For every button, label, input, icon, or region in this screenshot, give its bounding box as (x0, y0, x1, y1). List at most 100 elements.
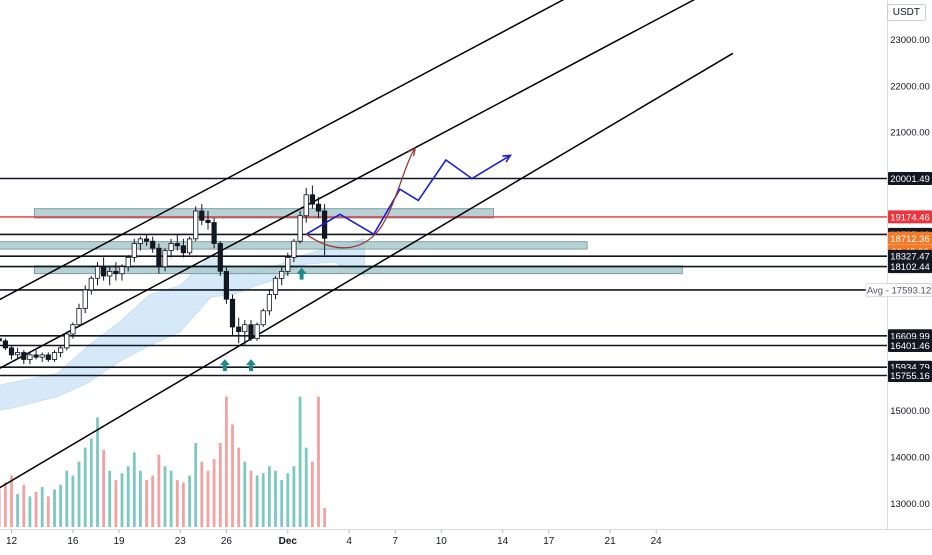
volume-bar (120, 473, 124, 527)
volume-bar (0, 489, 1, 527)
time-tick-label: 23 (175, 536, 187, 547)
candle-body (113, 270, 119, 275)
volume-bar (225, 396, 228, 527)
volume-bar (40, 487, 44, 527)
price-tick-label: 21000.00 (890, 128, 930, 139)
projection-red (305, 148, 416, 249)
volume-bar (139, 470, 142, 527)
time-tick-label: 17 (543, 536, 555, 547)
time-tick-label: 26 (221, 536, 233, 547)
candle-body (27, 354, 33, 360)
volume-bar (304, 447, 308, 527)
avg-tag-box (865, 283, 932, 298)
candle-body (125, 256, 131, 268)
volume-bar (212, 459, 216, 527)
volume-bar (175, 480, 179, 527)
volume-bar (102, 450, 105, 527)
price-tick-label: 15000.00 (890, 406, 930, 417)
time-tick-label: 4 (346, 536, 352, 547)
up-arrow-icon (245, 359, 256, 372)
price-tag-label: 15755.16 (890, 371, 930, 382)
price-tag-label: 16609.99 (890, 331, 930, 342)
candle-body (119, 266, 125, 275)
candle-body (88, 277, 94, 291)
volume-bar (163, 466, 167, 527)
candle-body (0, 338, 2, 342)
candle-body (107, 270, 113, 277)
volume-bar (77, 461, 81, 527)
price-tags: 20001.4919174.4618797.1918712.3602:48:22… (865, 172, 932, 382)
volume-bar (10, 475, 13, 527)
candle-body (33, 354, 39, 358)
candle-body (94, 266, 101, 279)
price-tag-box (888, 339, 932, 352)
candle-body (162, 250, 168, 268)
candle-body (64, 333, 70, 349)
time-tick-label: 7 (393, 536, 399, 547)
channel-line (0, 0, 696, 369)
volume-bar (169, 470, 173, 527)
volume-bar (298, 396, 302, 527)
price-tag-box (888, 249, 932, 263)
horizontal-levels (0, 177, 887, 377)
candle-body (309, 194, 316, 205)
channel-line (0, 52, 734, 489)
volume-bar (182, 482, 185, 527)
candle-body (101, 266, 107, 277)
time-tick-label: Dec (279, 536, 298, 547)
candle-body (291, 240, 297, 258)
candle-body (82, 289, 88, 309)
candle-body (297, 215, 303, 242)
price-tick-label: 23000.00 (890, 35, 930, 46)
candle-body (248, 324, 254, 340)
channel-lines (0, 0, 734, 489)
volume-bar (83, 447, 87, 527)
candle-body (223, 270, 229, 300)
candle-body (45, 354, 51, 360)
volume-bar (292, 466, 296, 527)
price-tag-box (888, 172, 932, 185)
volume-bar (126, 466, 130, 527)
volume-bar (206, 470, 210, 527)
volume-bar (243, 461, 247, 527)
volume-bar (151, 475, 155, 527)
price-tag-label: 18712.36 (890, 234, 930, 245)
candle-body (229, 298, 236, 328)
price-tick-label: 13000.00 (890, 499, 930, 510)
volume-bar (53, 489, 56, 527)
candle-body (186, 238, 193, 254)
projection-blue (305, 154, 511, 236)
candle-body (156, 247, 162, 268)
candle-body (39, 354, 45, 358)
currency-badge[interactable]: USDT (886, 4, 926, 21)
volume-bar (274, 470, 277, 527)
volume-bar (261, 473, 265, 527)
candle-body (272, 277, 279, 295)
volume-bar (108, 470, 112, 527)
projection-paths (305, 147, 512, 249)
candle-body (217, 243, 223, 272)
volume-bars (0, 396, 326, 527)
volume-bar (114, 480, 118, 527)
candle-body (242, 324, 248, 333)
time-tick-label: 14 (497, 536, 509, 547)
volume-bar (132, 452, 136, 527)
candle-body (76, 308, 82, 326)
time-tick-label: 19 (113, 536, 125, 547)
channel-line (0, 0, 565, 301)
candle-body (180, 245, 186, 254)
candle-body (193, 210, 199, 240)
volume-bar (280, 480, 284, 527)
candle-body (174, 243, 180, 247)
price-tag-label: 20001.49 (890, 174, 930, 185)
candle-body (143, 238, 150, 242)
volume-bar (34, 491, 38, 527)
zone-rect (34, 208, 494, 219)
volume-bar (255, 475, 259, 527)
candle-body (303, 194, 309, 217)
candle-body (8, 347, 15, 356)
arrow-markers (219, 267, 307, 372)
volume-bar (188, 475, 191, 527)
